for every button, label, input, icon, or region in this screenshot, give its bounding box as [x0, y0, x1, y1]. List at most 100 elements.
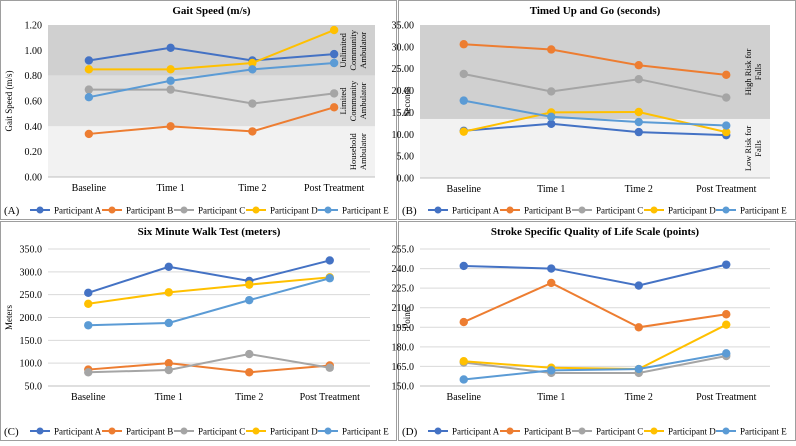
legend-entry-participant-e: Participant E	[716, 206, 787, 216]
data-point-participant-e	[459, 96, 468, 105]
y-tick-label: 350.0	[20, 245, 43, 256]
x-tick-label: Time 1	[156, 183, 184, 194]
data-point-participant-a	[634, 281, 643, 290]
y-tick-label: 0.80	[25, 71, 43, 82]
legend-marker	[722, 427, 730, 435]
chart-panel-1: Gait Speed (m/s) 0.00 0.20 0.40 0.60 0.80 1.00…	[0, 0, 397, 220]
legend-entry-participant-a: Participant A	[428, 427, 500, 437]
legend-label: Participant A	[452, 427, 500, 437]
panel-label: (B)	[402, 205, 417, 217]
data-point-participant-e	[547, 112, 556, 122]
y-tick-label: 210.0	[392, 303, 415, 314]
band-label: UnlimitedCommunityAmbulator	[338, 29, 368, 70]
legend-marker	[180, 427, 188, 435]
data-point-participant-c	[245, 349, 254, 359]
y-tick-label: 1.00	[25, 46, 43, 57]
data-point-participant-d	[245, 280, 254, 289]
legend-entry-participant-e: Participant E	[318, 206, 389, 216]
band-label: Low Risk forFalls	[743, 126, 763, 172]
data-point-participant-a	[84, 288, 93, 298]
legend-marker	[506, 427, 514, 435]
data-point-participant-c	[634, 75, 643, 84]
data-point-participant-c	[248, 99, 257, 108]
legend-entry-participant-b: Participant B	[500, 427, 571, 437]
chart-title: Six Minute Walk Test (meters)	[138, 226, 281, 238]
y-tick-label: 240.0	[392, 264, 415, 275]
series-line-participant-e	[88, 62, 335, 99]
legend-marker	[578, 206, 586, 214]
series-line-participant-e	[463, 352, 727, 381]
data-point-participant-d	[84, 65, 94, 74]
data-point-participant-b	[459, 40, 468, 49]
x-tick-label: Post Treatment	[696, 184, 757, 195]
x-tick-label: Baseline	[72, 183, 107, 194]
chart-title: Stroke Specific Quality of Life Scale (p…	[491, 226, 700, 238]
y-tick-label: 150.0	[20, 336, 43, 347]
x-tick-label: Time 1	[155, 392, 183, 403]
y-tick-label: 150.0	[392, 382, 415, 393]
y-tick-label: 35.00	[392, 21, 415, 32]
y-tick-label: 225.0	[392, 284, 415, 295]
legend-entry-participant-d: Participant D	[246, 427, 318, 437]
series-line-participant-c	[463, 72, 727, 99]
band-high-risk-for-falls	[420, 25, 770, 119]
legend-label: Participant D	[270, 206, 318, 216]
data-point-participant-a	[166, 43, 175, 52]
panel-border	[398, 221, 796, 441]
data-point-participant-c	[325, 363, 334, 372]
data-point-participant-c	[84, 368, 93, 377]
series-line-participant-d	[463, 110, 727, 134]
panel-label: (D)	[402, 426, 418, 438]
legend-entry-participant-d: Participant D	[644, 427, 716, 437]
data-point-participant-e	[84, 321, 93, 330]
band-household-ambulator	[48, 126, 375, 177]
data-point-participant-e	[722, 349, 731, 358]
y-axis-label: Gait Speed (m/s)	[4, 71, 14, 132]
y-tick-label: 300.0	[20, 267, 43, 278]
series-line-participant-b	[463, 43, 727, 76]
legend-marker	[722, 206, 730, 214]
band-label: LimitedCommunityAmbulator	[338, 80, 368, 121]
y-tick-label: 10.00	[392, 130, 415, 141]
data-point-participant-a	[325, 256, 334, 265]
y-axis-label: Meters	[4, 305, 14, 330]
data-point-participant-e	[459, 375, 468, 384]
legend-marker	[36, 427, 44, 435]
series-line-participant-d	[88, 276, 330, 305]
data-point-participant-d	[84, 299, 93, 308]
legend-marker	[252, 427, 260, 435]
data-point-participant-d	[459, 127, 468, 136]
data-point-participant-c	[459, 69, 468, 79]
data-point-participant-b	[722, 310, 731, 319]
legend-label: Participant E	[342, 427, 389, 437]
y-tick-label: 0.40	[25, 122, 43, 133]
y-tick-label: 100.0	[20, 359, 43, 370]
data-point-participant-e	[164, 318, 173, 328]
x-tick-label: Post Treatment	[304, 183, 365, 194]
legend-label: Participant E	[342, 206, 389, 216]
legend-label: Participant B	[524, 427, 571, 437]
y-axis-label: Points	[402, 306, 412, 329]
legend-entry-participant-e: Participant E	[318, 427, 389, 437]
series-line-participant-b	[463, 281, 727, 329]
series-line-participant-b	[88, 362, 330, 374]
x-tick-label: Post Treatment	[300, 392, 361, 403]
legend-marker	[324, 427, 332, 435]
data-point-participant-c	[164, 365, 173, 375]
legend-marker	[324, 206, 332, 214]
legend-marker	[36, 206, 44, 214]
legend-marker	[108, 427, 116, 435]
data-point-participant-d	[459, 357, 468, 366]
y-tick-label: 0.00	[397, 174, 415, 185]
data-point-participant-e	[547, 366, 556, 375]
data-point-participant-e	[325, 274, 334, 283]
legend-marker	[434, 427, 442, 435]
y-tick-label: 0.00	[25, 173, 43, 184]
legend-entry-participant-d: Participant D	[644, 206, 716, 216]
x-tick-label: Time 2	[625, 392, 653, 403]
data-point-participant-d	[722, 320, 731, 329]
legend-label: Participant A	[54, 206, 102, 216]
legend-label: Participant E	[740, 206, 787, 216]
chart-panel-4: Stroke Specific Quality of Life Scale (p…	[392, 221, 796, 441]
